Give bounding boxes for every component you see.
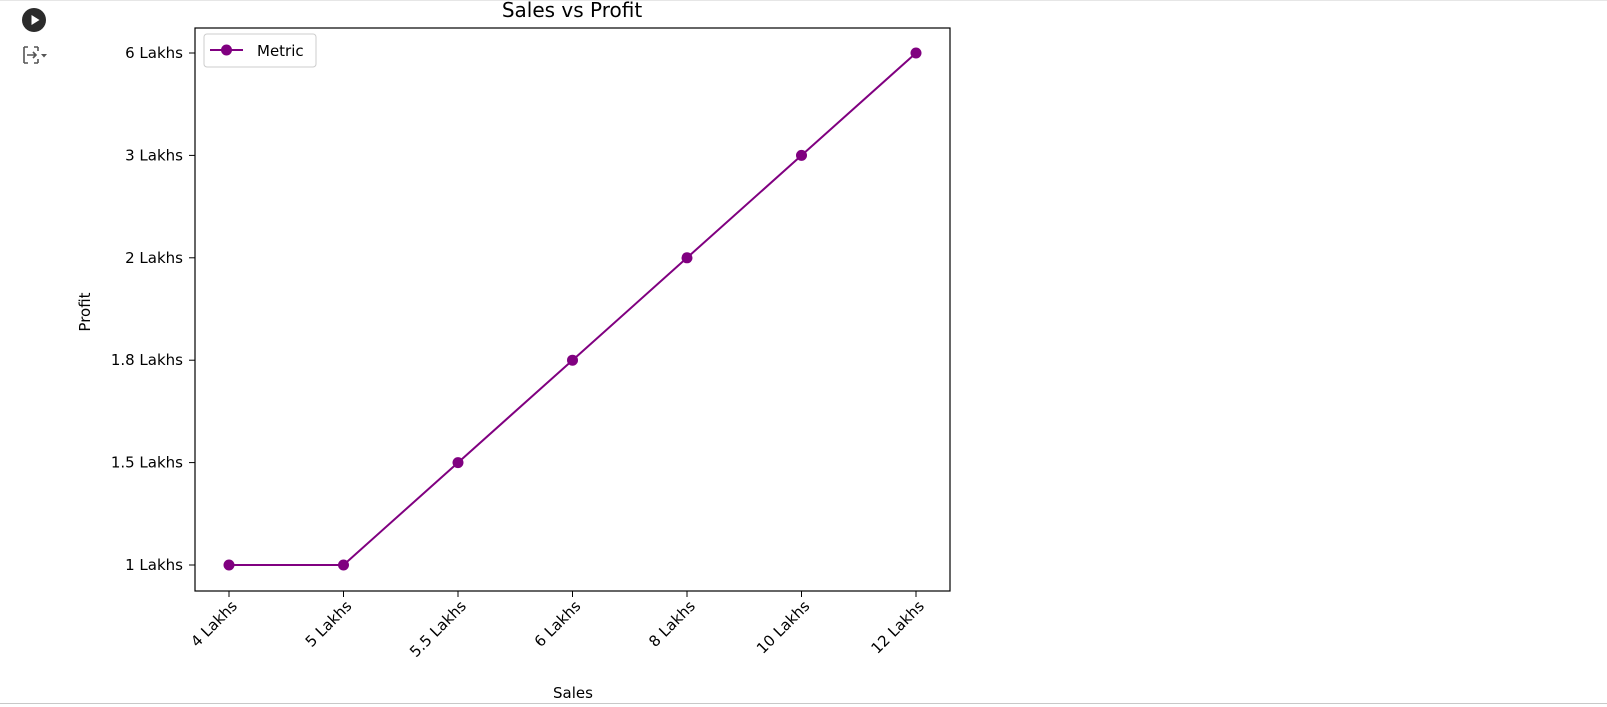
x-tick-label: 5 Lakhs xyxy=(302,597,356,651)
legend-box xyxy=(203,33,317,68)
legend: Metric xyxy=(203,33,317,68)
legend-marker xyxy=(221,44,232,56)
output-collapse-icon xyxy=(23,46,47,64)
series-layer xyxy=(223,47,922,571)
sales-profit-chart: Sales vs Profit 1 Lakhs 1.5 Lakhs 1.8 Lakh… xyxy=(76,0,951,702)
data-point xyxy=(567,354,578,366)
cell-gutter xyxy=(0,0,70,703)
y-tick-label: 1.8 Lakhs xyxy=(111,351,183,369)
plot-area xyxy=(194,27,951,592)
data-point xyxy=(338,559,349,571)
output-toggle-button[interactable] xyxy=(21,42,49,68)
data-point xyxy=(452,457,464,469)
x-tick-label: 10 Lakhs xyxy=(753,597,814,658)
x-axis-label: Sales xyxy=(553,684,593,702)
y-tick-label: 6 Lakhs xyxy=(125,44,183,62)
cell-top-border xyxy=(0,0,1607,1)
x-tick-label: 5.5 Lakhs xyxy=(406,597,470,661)
data-point xyxy=(681,252,693,264)
data-point xyxy=(796,149,807,161)
chart-title: Sales vs Profit xyxy=(502,0,643,22)
y-tick-label: 2 Lakhs xyxy=(125,249,183,267)
cell-output: Sales vs Profit 1 Lakhs 1.5 Lakhs 1.8 Lakh… xyxy=(70,0,1607,703)
x-tick-label: 4 Lakhs xyxy=(187,597,241,651)
x-axis-ticks: 4 Lakhs 5 Lakhs 5.5 Lakhs 6 Lakhs 8 Lakhs 10 … xyxy=(187,591,928,661)
play-circle-icon xyxy=(31,15,40,25)
x-tick-label: 6 Lakhs xyxy=(531,597,585,651)
x-tick-label: 8 Lakhs xyxy=(645,597,699,651)
y-axis-label: Profit xyxy=(76,292,94,331)
cell-bottom-border xyxy=(0,703,1607,704)
data-point xyxy=(223,559,235,571)
legend-label: Metric xyxy=(257,42,304,60)
y-axis-ticks: 1 Lakhs 1.5 Lakhs 1.8 Lakhs 2 Lakhs 3 Lakhs 6… xyxy=(111,44,195,574)
run-cell-button[interactable] xyxy=(22,8,46,32)
x-tick-label: 12 Lakhs xyxy=(867,597,928,658)
y-tick-label: 1 Lakhs xyxy=(125,556,183,574)
y-tick-label: 3 Lakhs xyxy=(125,146,183,164)
data-point xyxy=(910,47,922,59)
y-tick-label: 1.5 Lakhs xyxy=(111,454,183,472)
